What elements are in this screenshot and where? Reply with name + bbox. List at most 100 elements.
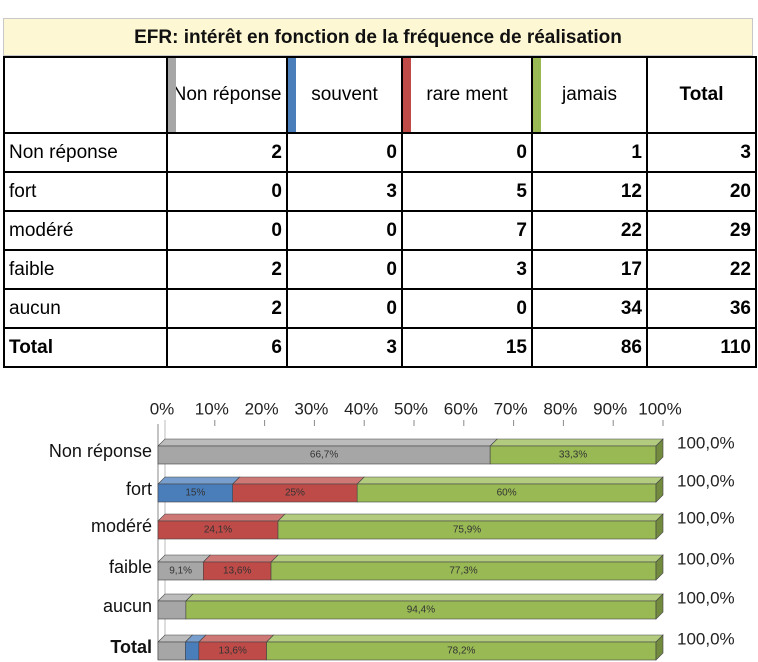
value-label: 13,6%: [223, 566, 251, 577]
bar-top: [157, 554, 212, 563]
color-strip: [168, 58, 176, 132]
value-label: 94,4%: [407, 605, 435, 616]
cell: 20: [646, 171, 757, 212]
category-label: aucun: [103, 596, 152, 616]
x-tick-label: 50%: [394, 399, 428, 418]
cell: 0: [166, 210, 288, 251]
bar-top: [489, 438, 664, 447]
table-row: fort 0 3 5 12 20: [3, 171, 757, 212]
table-row: Total 6 3 15 86 110: [3, 327, 757, 368]
cell: 110: [646, 327, 757, 368]
x-tick-label: 10%: [195, 399, 229, 418]
column-header: Non réponse: [166, 56, 288, 134]
total-label: 100,0%: [677, 508, 735, 527]
bar-side: [655, 513, 664, 540]
bar-segment: [185, 641, 200, 661]
cell: 2: [166, 132, 288, 173]
cell: 22: [646, 249, 757, 290]
cell: 1: [531, 132, 648, 173]
row-label: faible: [3, 249, 168, 290]
cell: 0: [286, 249, 403, 290]
value-label: 78,2%: [447, 646, 475, 657]
bar-top: [265, 634, 664, 643]
value-label: 77,3%: [449, 566, 477, 577]
row-label: Non réponse: [3, 132, 168, 173]
bar-side: [655, 476, 664, 503]
cell: 0: [286, 288, 403, 329]
cell: 17: [531, 249, 648, 290]
x-tick-label: 20%: [245, 399, 279, 418]
bar-side: [655, 438, 664, 465]
value-label: 13,6%: [219, 646, 247, 657]
cell: 7: [401, 210, 533, 251]
bar-top: [356, 476, 664, 485]
bar-top: [157, 513, 286, 522]
cell: 0: [401, 288, 533, 329]
table-row: aucun 2 0 0 34 36: [3, 288, 757, 329]
cell: 2: [166, 249, 288, 290]
column-header: rare ment: [401, 56, 533, 134]
cell: 0: [166, 171, 288, 212]
cell: 3: [286, 327, 403, 368]
table-row: faible 2 0 3 17 22: [3, 249, 757, 290]
header-row: Non réponse souvent rare ment jamais Total: [3, 56, 757, 134]
cell: 36: [646, 288, 757, 329]
cell: 12: [531, 171, 648, 212]
total-label: 100,0%: [677, 549, 735, 568]
bar-segment: [157, 641, 186, 661]
bar-side: [655, 593, 664, 620]
color-strip: [533, 58, 541, 132]
category-label: modéré: [91, 516, 152, 536]
cell: 5: [401, 171, 533, 212]
cell: 29: [646, 210, 757, 251]
cell: 0: [286, 210, 403, 251]
bar-side: [655, 554, 664, 581]
bar-segment: [157, 600, 187, 620]
column-header: souvent: [286, 56, 403, 134]
value-label: 9,1%: [169, 566, 192, 577]
x-tick-label: 100%: [638, 399, 681, 418]
bar-side: [655, 634, 664, 661]
cell: 3: [401, 249, 533, 290]
bar-top: [198, 634, 275, 643]
bar-top: [270, 554, 664, 563]
bar-top: [231, 476, 365, 485]
row-label: aucun: [3, 288, 168, 329]
x-tick-label: 90%: [593, 399, 627, 418]
value-label: 75,9%: [453, 525, 481, 536]
value-label: 60%: [497, 488, 517, 499]
cell: 86: [531, 327, 648, 368]
x-tick-label: 60%: [444, 399, 478, 418]
bar-top: [157, 438, 498, 447]
cell: 0: [401, 132, 533, 173]
corner-cell: [3, 56, 168, 134]
category-label: faible: [109, 557, 152, 577]
value-label: 15%: [185, 488, 205, 499]
color-strip: [403, 58, 411, 132]
category-label: fort: [126, 479, 152, 499]
value-label: 66,7%: [310, 450, 338, 461]
bar-top: [202, 554, 279, 563]
x-tick-label: 30%: [294, 399, 328, 418]
cell: 3: [646, 132, 757, 173]
total-label: 100,0%: [677, 629, 735, 648]
table-row: Non réponse 2 0 0 1 3: [3, 132, 757, 173]
table-row: modéré 0 0 7 22 29: [3, 210, 757, 251]
color-strip: [288, 58, 296, 132]
total-label: 100,0%: [677, 471, 735, 490]
cell: 15: [401, 327, 533, 368]
cell: 34: [531, 288, 648, 329]
total-label: 100,0%: [677, 588, 735, 607]
bar-top: [157, 476, 241, 485]
cell: 6: [166, 327, 288, 368]
row-label: fort: [3, 171, 168, 212]
cell: 3: [286, 171, 403, 212]
column-header: Total: [646, 56, 757, 134]
total-label: 100,0%: [677, 433, 735, 452]
bar-top: [185, 593, 664, 602]
bar-top: [277, 513, 664, 522]
category-label: Non réponse: [49, 441, 152, 461]
column-header: jamais: [531, 56, 648, 134]
